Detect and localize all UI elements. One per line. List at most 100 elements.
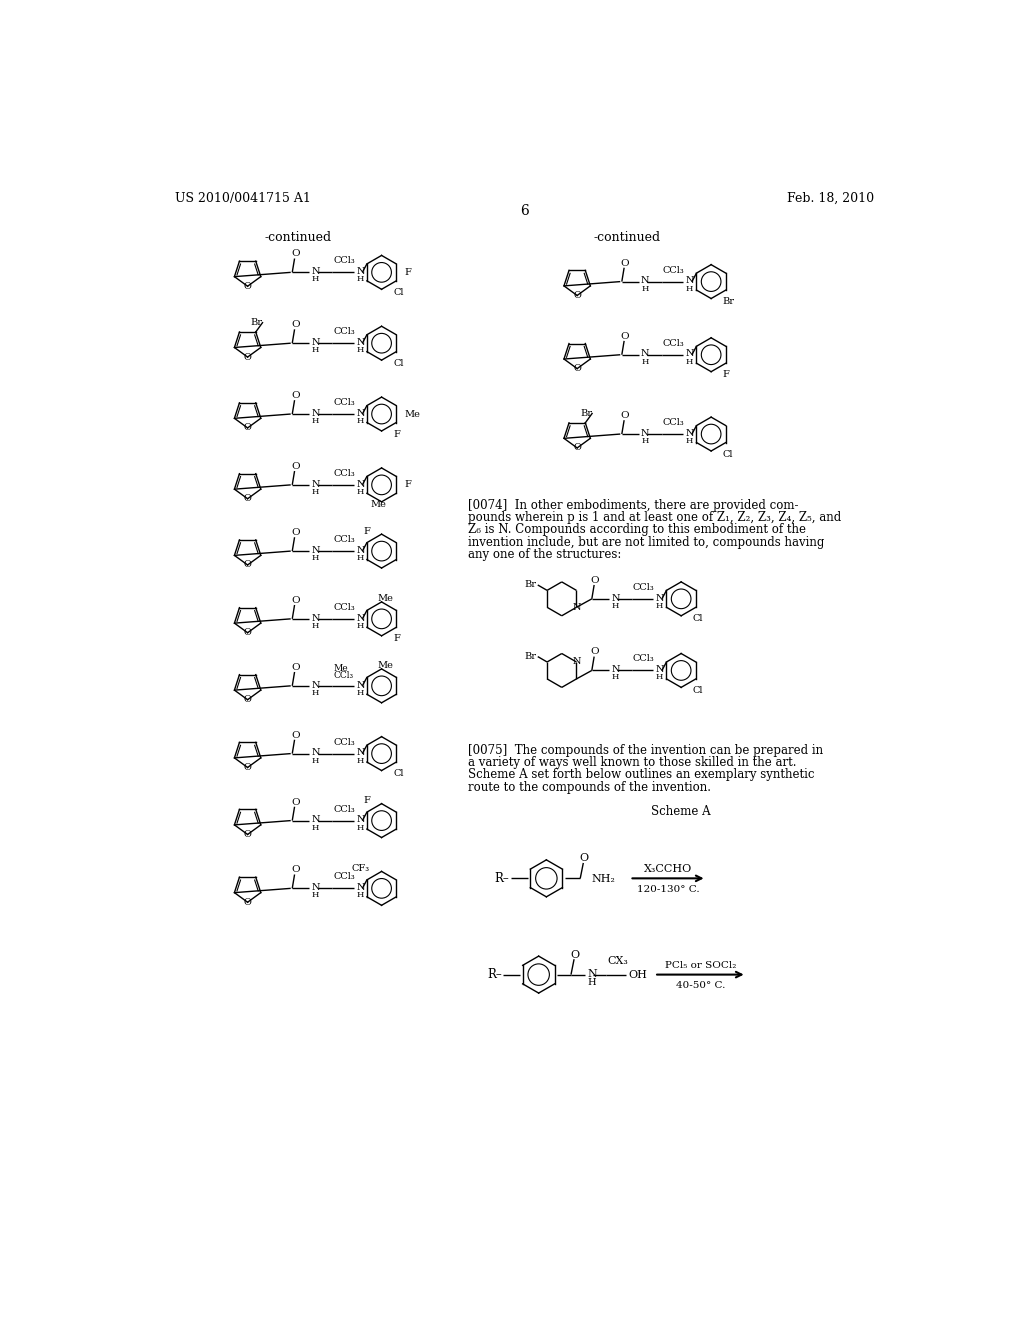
Text: invention include, but are not limited to, compounds having: invention include, but are not limited t… xyxy=(468,536,824,549)
Text: N: N xyxy=(686,429,694,438)
Text: N: N xyxy=(356,748,365,758)
Text: CCl₃: CCl₃ xyxy=(333,805,355,813)
Text: H: H xyxy=(356,346,364,354)
Text: H: H xyxy=(356,824,364,832)
Text: N: N xyxy=(356,681,365,689)
Text: O: O xyxy=(244,763,252,772)
Text: PCl₅ or SOCl₂: PCl₅ or SOCl₂ xyxy=(665,961,736,970)
Text: O: O xyxy=(621,259,629,268)
Text: R–: R– xyxy=(487,968,502,981)
Text: O: O xyxy=(570,949,580,960)
Text: O: O xyxy=(244,561,252,569)
Text: H: H xyxy=(356,622,364,630)
Text: N: N xyxy=(356,267,365,276)
Text: O: O xyxy=(291,462,300,471)
Text: O: O xyxy=(244,628,252,638)
Text: N: N xyxy=(311,479,321,488)
Text: O: O xyxy=(573,444,581,453)
Text: CCl₃: CCl₃ xyxy=(333,535,355,544)
Text: O: O xyxy=(291,528,300,537)
Text: N: N xyxy=(572,657,581,667)
Text: O: O xyxy=(244,830,252,840)
Text: F: F xyxy=(364,796,370,805)
Text: CCl₃: CCl₃ xyxy=(333,672,353,680)
Text: N: N xyxy=(686,350,694,359)
Text: H: H xyxy=(611,673,618,681)
Text: H: H xyxy=(641,358,648,366)
Text: H: H xyxy=(356,276,364,284)
Text: CCl₃: CCl₃ xyxy=(333,738,355,747)
Text: Cl: Cl xyxy=(393,359,403,368)
Text: H: H xyxy=(356,689,364,697)
Text: N: N xyxy=(311,338,321,347)
Text: O: O xyxy=(291,321,300,329)
Text: Me: Me xyxy=(370,500,386,510)
Text: Cl: Cl xyxy=(393,770,403,777)
Text: N: N xyxy=(611,665,620,675)
Text: H: H xyxy=(686,285,693,293)
Text: H: H xyxy=(311,824,318,832)
Text: O: O xyxy=(573,290,581,300)
Text: N: N xyxy=(311,409,321,417)
Text: CCl₃: CCl₃ xyxy=(333,469,355,478)
Text: F: F xyxy=(404,268,412,277)
Text: a variety of ways well known to those skilled in the art.: a variety of ways well known to those sk… xyxy=(468,756,797,770)
Text: N: N xyxy=(655,594,665,602)
Text: H: H xyxy=(311,488,318,496)
Text: Br: Br xyxy=(524,652,537,661)
Text: O: O xyxy=(291,595,300,605)
Text: N: N xyxy=(356,883,365,892)
Text: CCl₃: CCl₃ xyxy=(333,327,355,337)
Text: N: N xyxy=(356,409,365,417)
Text: F: F xyxy=(393,635,400,643)
Text: H: H xyxy=(311,756,318,764)
Text: H: H xyxy=(356,756,364,764)
Text: O: O xyxy=(591,576,599,585)
Text: N: N xyxy=(686,276,694,285)
Text: H: H xyxy=(311,689,318,697)
Text: R–: R– xyxy=(495,871,509,884)
Text: O: O xyxy=(291,731,300,739)
Text: CCl₃: CCl₃ xyxy=(633,583,654,591)
Text: Scheme A set forth below outlines an exemplary synthetic: Scheme A set forth below outlines an exe… xyxy=(468,768,814,781)
Text: US 2010/0041715 A1: US 2010/0041715 A1 xyxy=(175,191,311,205)
Text: CCl₃: CCl₃ xyxy=(663,339,684,347)
Text: Cl: Cl xyxy=(723,450,733,458)
Text: 120-130° C.: 120-130° C. xyxy=(637,884,699,894)
Text: -continued: -continued xyxy=(594,231,660,244)
Text: pounds wherein p is 1 and at least one of Z₁, Z₂, Z₃, Z₄, Z₅, and: pounds wherein p is 1 and at least one o… xyxy=(468,511,841,524)
Text: H: H xyxy=(655,602,664,610)
Text: F: F xyxy=(404,480,412,490)
Text: N: N xyxy=(641,429,649,438)
Text: [0075]  The compounds of the invention can be prepared in: [0075] The compounds of the invention ca… xyxy=(468,743,823,756)
Text: H: H xyxy=(686,437,693,445)
Text: H: H xyxy=(311,276,318,284)
Text: Br: Br xyxy=(580,409,592,418)
Text: N: N xyxy=(311,883,321,892)
Text: CCl₃: CCl₃ xyxy=(333,873,355,882)
Text: O: O xyxy=(244,898,252,907)
Text: H: H xyxy=(311,554,318,562)
Text: H: H xyxy=(311,622,318,630)
Text: X₃CCHO: X₃CCHO xyxy=(644,865,692,874)
Text: CCl₃: CCl₃ xyxy=(633,655,654,664)
Text: H: H xyxy=(641,437,648,445)
Text: N: N xyxy=(641,276,649,285)
Text: any one of the structures:: any one of the structures: xyxy=(468,548,622,561)
Text: O: O xyxy=(244,494,252,503)
Text: N: N xyxy=(655,665,665,675)
Text: O: O xyxy=(244,352,252,362)
Text: OH: OH xyxy=(629,970,647,979)
Text: Cl: Cl xyxy=(692,686,703,694)
Text: -continued: -continued xyxy=(265,231,332,244)
Text: O: O xyxy=(244,424,252,433)
Text: N: N xyxy=(311,546,321,554)
Text: H: H xyxy=(655,673,664,681)
Text: CCl₃: CCl₃ xyxy=(663,418,684,426)
Text: N: N xyxy=(356,816,365,824)
Text: N: N xyxy=(311,614,321,623)
Text: N: N xyxy=(611,594,620,602)
Text: F: F xyxy=(393,429,400,438)
Text: Br: Br xyxy=(524,581,537,590)
Text: F: F xyxy=(723,370,729,379)
